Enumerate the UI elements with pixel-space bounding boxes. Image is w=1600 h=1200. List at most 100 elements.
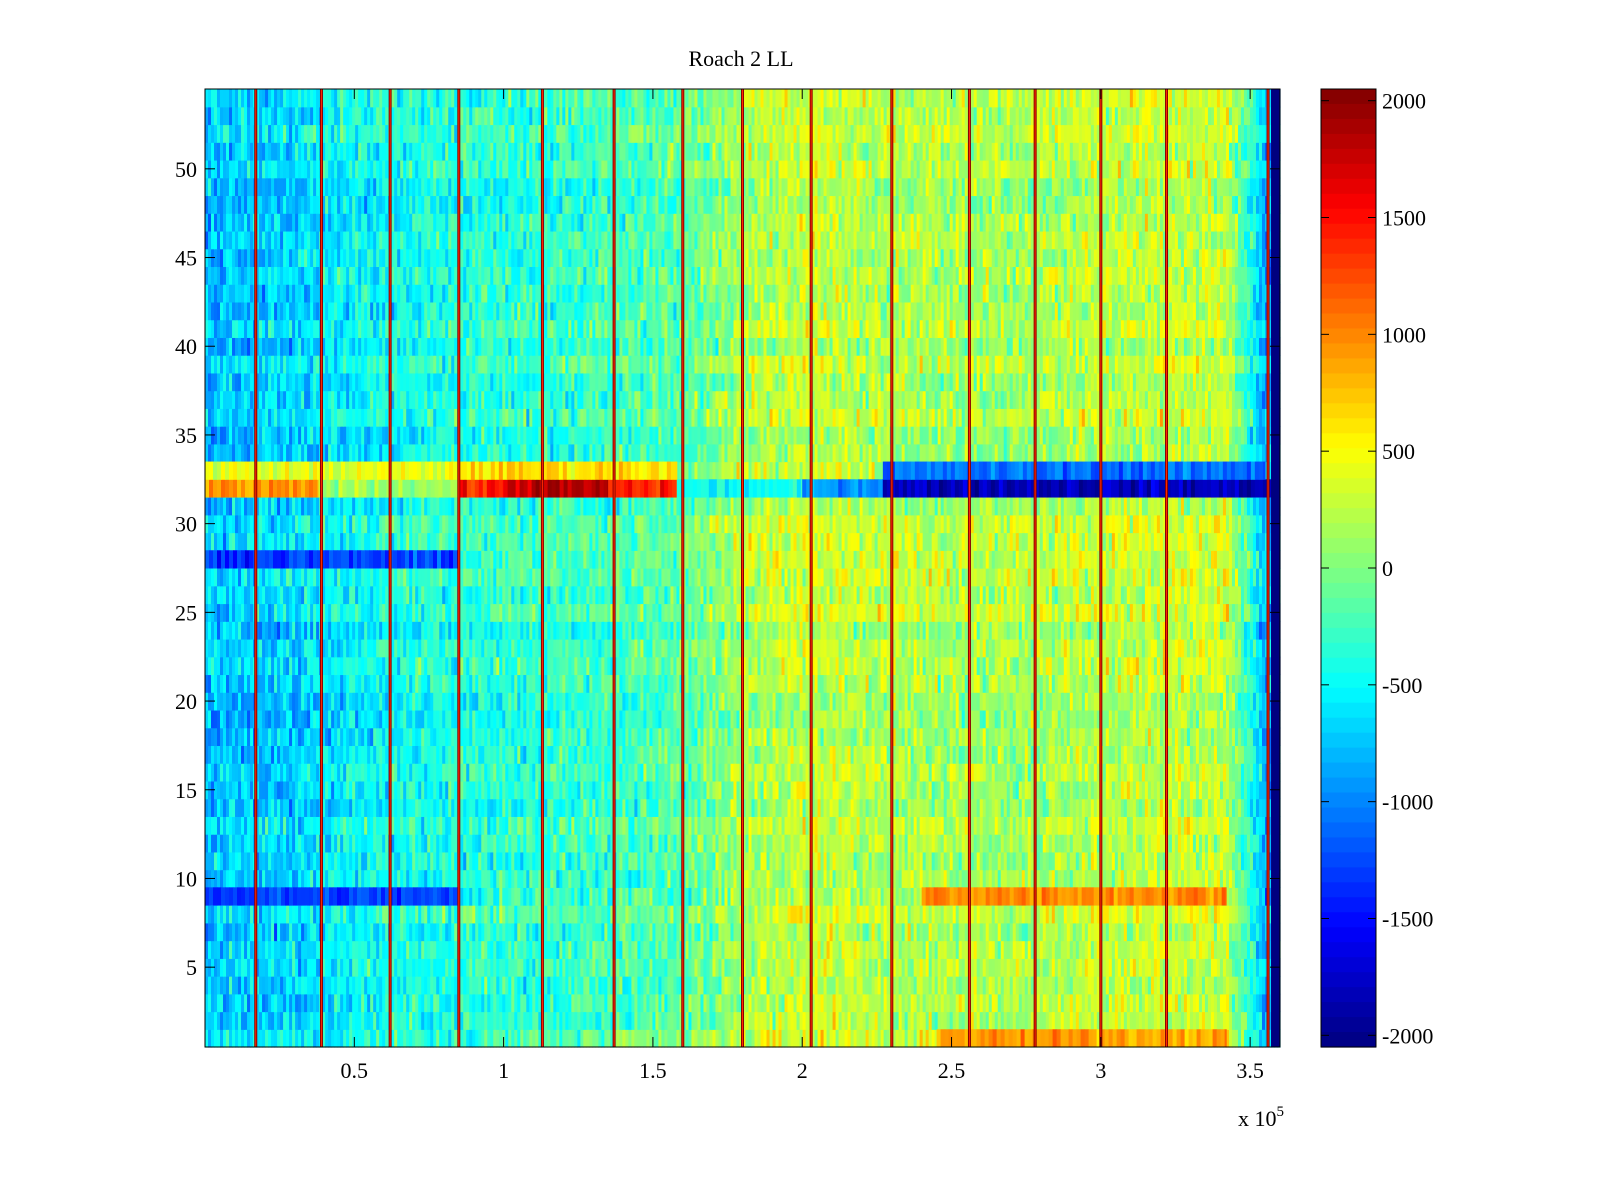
heatmap-cell	[229, 1011, 233, 1030]
heatmap-cell	[844, 993, 849, 1013]
heatmap-cell	[1249, 993, 1254, 1013]
heatmap-cell	[448, 993, 452, 1013]
heatmap-cell	[685, 976, 690, 995]
heatmap-cell	[1078, 976, 1083, 995]
heatmap-cell	[655, 1011, 660, 1030]
heatmap-cell	[1021, 1011, 1026, 1030]
heatmap-cell	[1231, 958, 1236, 977]
heatmap-cell	[367, 958, 371, 977]
heatmap-cell	[610, 958, 614, 977]
heatmap-cell	[1162, 993, 1167, 1013]
heatmap-cell	[748, 1029, 753, 1048]
heatmap-cell	[667, 940, 672, 959]
heatmap-cell	[292, 940, 296, 959]
chart-title: Roach 2 LL	[688, 46, 793, 71]
heatmap-cell	[727, 976, 732, 995]
heatmap-cell	[919, 993, 924, 1013]
heatmap-cell	[874, 958, 879, 977]
heatmap-cell	[907, 940, 912, 959]
heatmap-cell	[640, 1011, 645, 1030]
heatmap-cell	[913, 976, 918, 995]
heatmap-cell	[1003, 976, 1008, 995]
heatmap-cell	[514, 1011, 518, 1030]
heatmap-cell	[1072, 976, 1077, 995]
heatmap-cell	[505, 958, 509, 977]
heatmap-cell	[304, 993, 308, 1013]
heatmap-cell	[247, 976, 251, 995]
heatmap-cell	[592, 1029, 596, 1048]
heatmap-cell	[334, 1029, 338, 1048]
heatmap-cell	[592, 976, 596, 995]
heatmap-cell	[451, 993, 455, 1013]
heatmap-cell	[415, 1029, 419, 1048]
heatmap-cell	[724, 1011, 729, 1030]
heatmap-cell	[433, 940, 437, 959]
heatmap-cell	[1009, 976, 1014, 995]
heatmap-cell	[514, 940, 518, 959]
heatmap-cell	[880, 958, 885, 977]
heatmap-cell	[784, 958, 789, 977]
heatmap-cell	[622, 958, 626, 977]
heatmap-cell	[280, 1029, 284, 1048]
heatmap-cell	[1117, 993, 1122, 1013]
heatmap-cell	[280, 940, 284, 959]
heatmap-cell	[550, 1011, 554, 1030]
heatmap-cell	[904, 1011, 909, 1030]
heatmap-cell	[274, 976, 278, 995]
heatmap-cell	[1087, 958, 1092, 977]
heatmap-cell	[523, 940, 527, 959]
heatmap-cell	[1216, 1011, 1221, 1030]
heatmap-cell	[802, 940, 807, 959]
heatmap-cell	[709, 940, 714, 959]
heatmap-cell	[1057, 1011, 1062, 1030]
heatmap-cell	[1180, 1011, 1185, 1030]
heatmap-cell	[877, 993, 882, 1013]
heatmap-cell	[391, 976, 395, 995]
heatmap-cell	[736, 976, 741, 995]
heatmap-cell	[340, 1011, 344, 1030]
heatmap-cell	[778, 958, 783, 977]
heatmap-cell	[313, 993, 317, 1013]
heatmap-cell	[1135, 993, 1140, 1013]
heatmap-cell	[1153, 958, 1158, 977]
heatmap-cell	[595, 1029, 599, 1048]
heatmap-cell	[577, 993, 581, 1013]
heatmap-cell	[256, 958, 260, 977]
heatmap-cell	[427, 958, 431, 977]
heatmap-cell	[484, 958, 488, 977]
heatmap-cell	[1240, 993, 1245, 1013]
heatmap-cell	[922, 976, 927, 995]
heatmap-cell	[1261, 976, 1266, 995]
heatmap-cell	[328, 940, 332, 959]
heatmap-cell	[244, 993, 248, 1013]
heatmap-cell	[850, 958, 855, 977]
heatmap-cell	[256, 1029, 260, 1048]
heatmap-cell	[376, 940, 380, 959]
heatmap-cell	[691, 1011, 696, 1030]
heatmap-cell	[244, 1029, 248, 1048]
heatmap-cell	[928, 958, 933, 977]
heatmap-cell	[1186, 976, 1191, 995]
heatmap-cell	[727, 958, 732, 977]
heatmap-cell	[232, 958, 236, 977]
heatmap-cell	[208, 1011, 212, 1030]
heatmap-cell	[499, 1029, 503, 1048]
heatmap-cell	[586, 1029, 590, 1048]
heatmap-cell	[982, 976, 987, 995]
heatmap-cell	[1147, 993, 1152, 1013]
heatmap-cell	[409, 1029, 413, 1048]
heatmap-cell	[1243, 1029, 1248, 1048]
heatmap-cell	[664, 1011, 669, 1030]
heatmap-cell	[1072, 993, 1077, 1013]
heatmap-cell	[688, 993, 693, 1013]
heatmap-cell	[262, 1029, 266, 1048]
heatmap-cell	[997, 1011, 1002, 1030]
heatmap-cell	[328, 1029, 332, 1048]
heatmap-cell	[412, 940, 416, 959]
heatmap-cell	[796, 976, 801, 995]
heatmap-cell	[826, 993, 831, 1013]
heatmap-cell	[1039, 993, 1044, 1013]
heatmap-cell	[898, 958, 903, 977]
heatmap-cell	[295, 993, 299, 1013]
heatmap-cell	[844, 976, 849, 995]
